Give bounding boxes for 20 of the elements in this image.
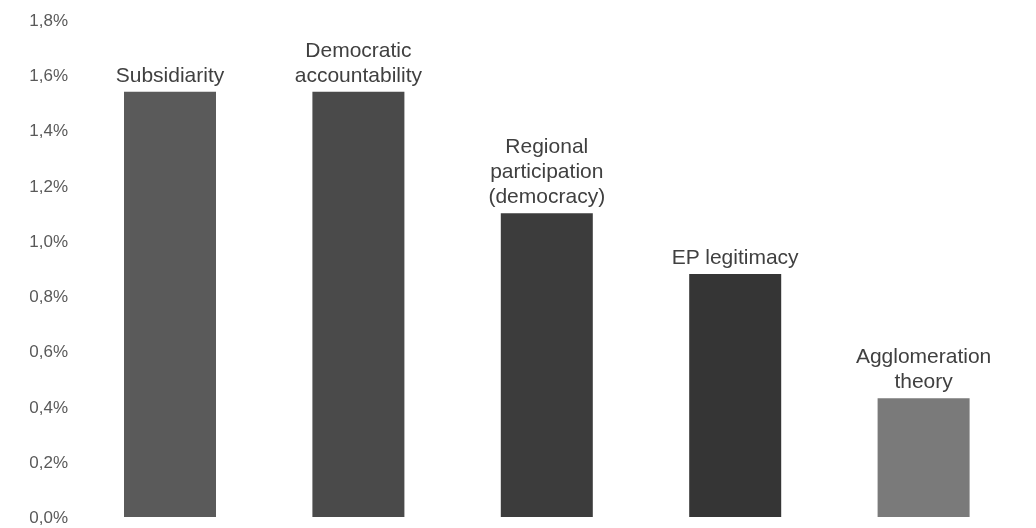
y-tick-label: 0,2% [29, 452, 68, 472]
y-tick-label: 0,6% [29, 342, 68, 362]
x-tick-label: EP legitimacy [671, 245, 800, 269]
y-tick-label: 0,0% [29, 508, 68, 528]
bar [124, 91, 216, 517]
y-tick-label: 0,4% [29, 397, 68, 417]
y-tick-label: 0,8% [29, 287, 68, 307]
y-tick-label: 1,8% [29, 11, 68, 31]
bar [312, 91, 405, 517]
bar [877, 398, 970, 517]
y-tick-label: 1,6% [29, 66, 68, 86]
y-tick-label: 1,4% [29, 121, 68, 141]
x-tick-label: Subsidiarity [115, 62, 225, 86]
x-tick-label: Agglomeration theory [855, 344, 992, 393]
y-tick-label: 1,2% [29, 176, 68, 196]
bar [500, 213, 593, 517]
bar [689, 274, 782, 517]
y-tick-label: 1,0% [29, 231, 68, 251]
x-tick-label: Democratic accountability [294, 37, 423, 86]
x-tick-label: Regional participation (democracy) [488, 134, 606, 208]
